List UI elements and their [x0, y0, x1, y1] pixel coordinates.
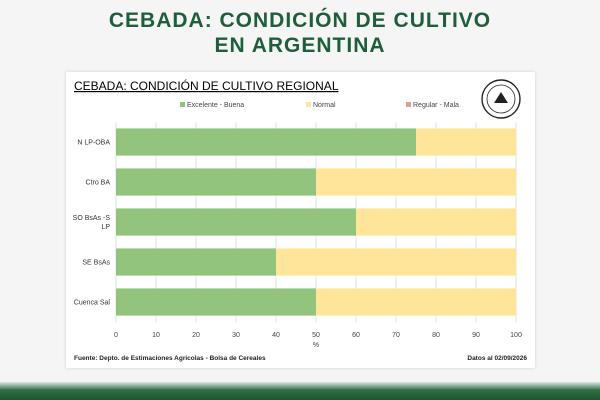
bar-2-series-1 — [356, 208, 516, 236]
bar-0-series-0 — [116, 128, 416, 156]
bar-2-series-0 — [116, 208, 356, 236]
legend-swatch-2 — [406, 102, 411, 107]
page-title-line-2: EN ARGENTINA — [214, 34, 386, 57]
legend-swatch-0 — [180, 102, 185, 107]
bar-4-series-0 — [116, 288, 316, 316]
chart-card: CEBADA: CONDICIÓN DE CULTIVO REGIONAL Exc… — [66, 72, 535, 368]
x-tick-label-50: 50 — [312, 332, 320, 339]
x-tick-label-10: 10 — [152, 332, 160, 339]
bar-1-series-1 — [316, 168, 516, 196]
page-title-line-1: CEBADA: CONDICIÓN DE CULTIVO — [108, 9, 492, 32]
y-category-label-3: SE BsAs — [82, 260, 110, 267]
x-tick-label-30: 30 — [232, 332, 240, 339]
bar-4-series-1 — [316, 288, 516, 316]
y-category-label-1: Ctro BA — [85, 180, 110, 187]
x-tick-label-40: 40 — [272, 332, 280, 339]
chart-title: CEBADA: CONDICIÓN DE CULTIVO REGIONAL — [74, 78, 339, 93]
y-category-label-4: Cuenca Sal — [74, 300, 111, 307]
x-tick-label-100: 100 — [510, 332, 522, 339]
data-date: Datos al 02/09/2026 — [467, 355, 527, 362]
legend-label-1: Normal — [313, 102, 336, 109]
x-tick-label-80: 80 — [432, 332, 440, 339]
logo-seal-inner-ring — [486, 84, 516, 114]
source-note: Fuente: Depto. de Estimaciones Agricolas… — [74, 355, 266, 362]
legend-label-0: Excelente - Buena — [187, 102, 244, 109]
x-tick-label-20: 20 — [192, 332, 200, 339]
y-category-label-2-line-1: LP — [101, 224, 110, 231]
bar-3-series-0 — [116, 248, 276, 276]
y-category-label-2-line-0: SO BsAs -S — [73, 215, 111, 222]
x-tick-label-0: 0 — [114, 332, 118, 339]
bar-3-series-1 — [276, 248, 516, 276]
x-tick-label-60: 60 — [352, 332, 360, 339]
legend-swatch-1 — [306, 102, 311, 107]
bar-1-series-0 — [116, 168, 316, 196]
x-axis-label: % — [313, 342, 319, 349]
x-tick-label-90: 90 — [472, 332, 480, 339]
y-category-label-0: N LP-OBA — [77, 140, 110, 147]
bar-0-series-1 — [416, 128, 516, 156]
footer-band — [0, 382, 600, 400]
logo-seal-emblem — [494, 92, 508, 103]
x-tick-label-70: 70 — [392, 332, 400, 339]
legend-label-2: Regular - Mala — [413, 102, 459, 109]
bar-chart: CEBADA: CONDICIÓN DE CULTIVO REGIONAL Exc… — [73, 78, 528, 362]
